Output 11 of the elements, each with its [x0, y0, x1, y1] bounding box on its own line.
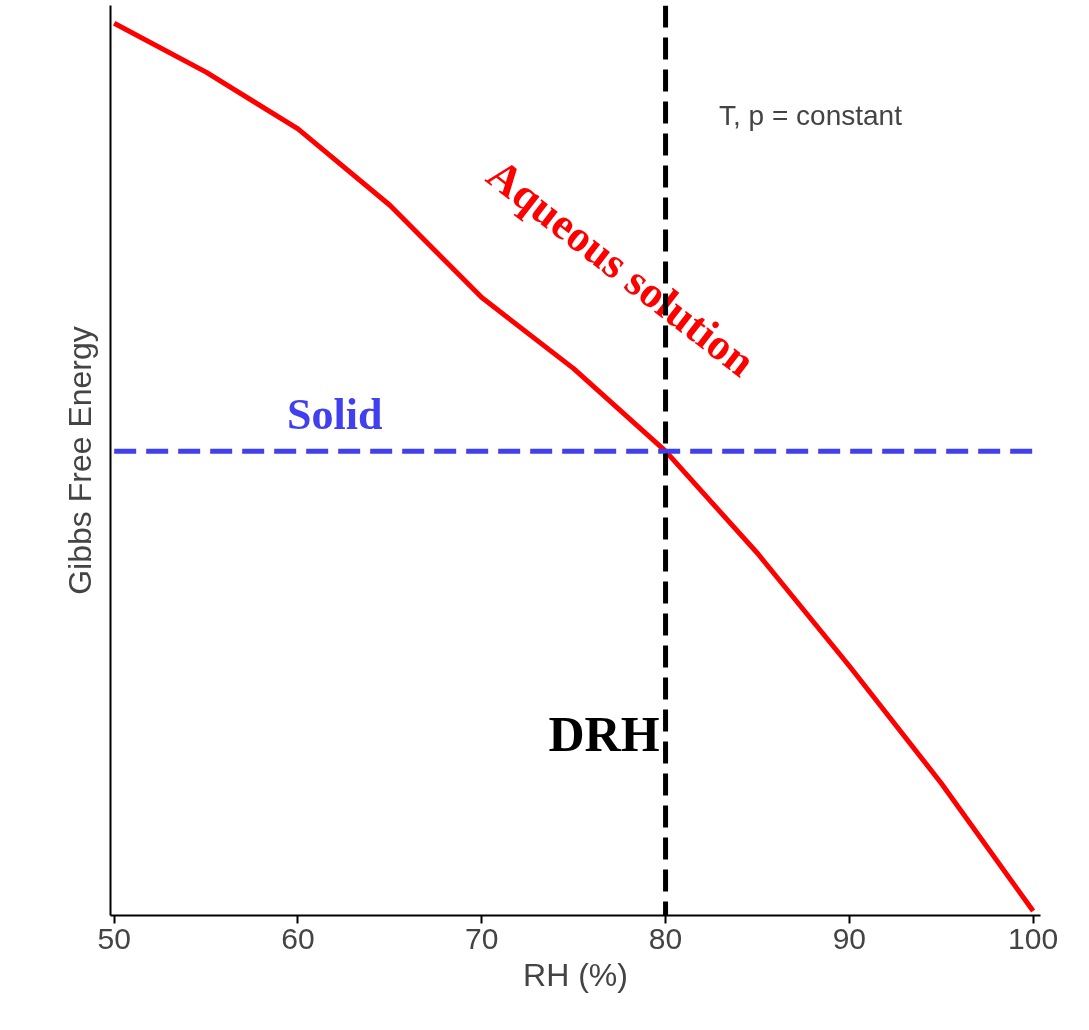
x-tick-label: 50 [97, 921, 131, 955]
series-label: Solid [287, 390, 383, 440]
x-tick-label: 100 [1008, 921, 1059, 955]
y-axis-title: Gibbs Free Energy [61, 326, 98, 595]
x-tick-label: 80 [648, 921, 683, 955]
x-tick-label: 90 [832, 921, 867, 955]
x-tick-label: 70 [465, 921, 499, 955]
annotation: T, p = constant [719, 100, 903, 131]
x-tick-label: 60 [281, 921, 315, 955]
ref-line-label: DRH [548, 705, 660, 762]
x-axis-title: RH (%) [523, 956, 628, 993]
